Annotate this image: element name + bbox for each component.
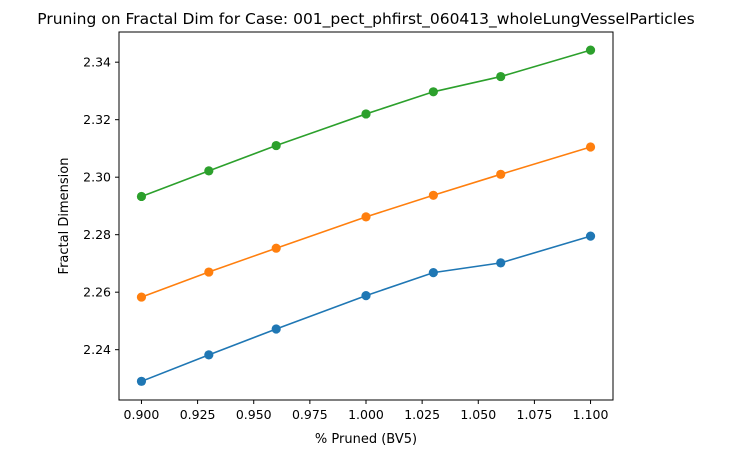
series-1-point [428, 268, 438, 278]
series-1-point [496, 258, 506, 268]
x-tick-label: 1.000 [348, 407, 384, 422]
series-3-point [136, 191, 147, 202]
x-axis-label: % Pruned (BV5) [315, 432, 417, 447]
y-tick-label: 2.28 [83, 227, 111, 242]
y-axis-label: Fractal Dimension [57, 158, 72, 275]
series-2-point [271, 243, 281, 253]
series-2-point [204, 267, 214, 277]
series-3-point [496, 71, 506, 82]
series-2-point [496, 169, 506, 179]
series-3-point [361, 109, 371, 119]
series-3-point [585, 45, 596, 55]
x-tick-label: 0.925 [180, 407, 216, 422]
series-2-point [585, 142, 596, 152]
series-1-line [141, 235, 591, 383]
series-3-point [428, 87, 438, 97]
x-tick-label: 1.025 [404, 407, 440, 422]
series-2-point [428, 190, 438, 200]
x-tick-label: 1.100 [573, 407, 609, 422]
x-tick-label: 0.900 [124, 407, 160, 422]
series-layer [136, 45, 596, 386]
series-1-point [585, 231, 596, 241]
y-tick-label: 2.24 [83, 342, 111, 357]
series-1-point [136, 376, 147, 386]
series-3-point [204, 166, 214, 176]
chart-title: Pruning on Fractal Dim for Case: 001_pec… [37, 10, 694, 29]
series-2-point [361, 212, 371, 222]
x-tick-label: 0.950 [236, 407, 272, 422]
series-1-point [204, 350, 214, 360]
y-tick-label: 2.32 [83, 112, 111, 127]
x-tick-label: 0.975 [292, 407, 328, 422]
y-tick-label: 2.26 [83, 285, 111, 300]
x-tick-label: 1.050 [460, 407, 496, 422]
x-tick-label: 1.075 [517, 407, 553, 422]
y-tick-label: 2.30 [83, 170, 111, 185]
series-2 [136, 142, 596, 302]
y-tick-label: 2.34 [83, 55, 111, 70]
series-2-point [136, 292, 147, 302]
series-1-point [271, 324, 281, 334]
x-axis: 0.900 0.925 0.950 0.975 1.000 1.025 1.050 1.075… [124, 400, 609, 422]
y-axis: 2.24 2.26 2.28 2.30 2.32 2.34 [83, 55, 119, 357]
series-3 [136, 45, 596, 202]
series-1 [136, 231, 596, 386]
series-1-point [361, 291, 371, 301]
series-3-point [271, 140, 281, 151]
